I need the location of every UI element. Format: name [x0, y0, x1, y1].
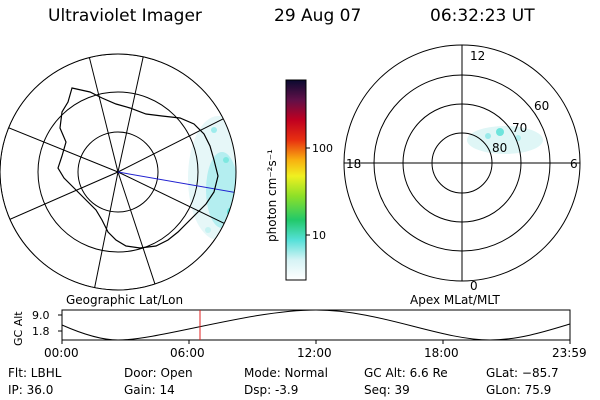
xtick-2359: 23:59 [552, 346, 587, 360]
xtick-1200: 12:00 [297, 346, 332, 360]
status-seq: Seq: 39 [364, 383, 410, 397]
ytick-1-8: 1.8 [32, 325, 50, 338]
altitude-curve [61, 309, 571, 341]
lat-label-80: 80 [492, 141, 507, 155]
instrument-title: Ultraviolet Imager [48, 6, 202, 26]
altitude-plot [58, 309, 571, 344]
ytick-9: 9.0 [32, 309, 50, 322]
status-mode: Mode: Normal [244, 366, 328, 380]
right-panel-caption: Apex MLat/MLT [410, 293, 500, 307]
xtick-0600: 06:00 [170, 346, 205, 360]
status-glon: GLon: 75.9 [486, 383, 552, 397]
mlt-label-0: 0 [470, 279, 478, 293]
left-panel-caption: Geographic Lat/Lon [66, 293, 183, 307]
status-door: Door: Open [124, 366, 193, 380]
colorbar [285, 79, 307, 281]
right-panel-rim [343, 44, 581, 282]
xtick-1800: 18:00 [424, 346, 459, 360]
xtick-0000: 00:00 [44, 346, 79, 360]
colorbar-tick-100: 100 [312, 142, 333, 155]
status-flt: Flt: LBHL [8, 366, 62, 380]
left-panel-rim [0, 53, 237, 291]
status-gain: Gain: 14 [124, 383, 175, 397]
status-gc-alt: GC Alt: 6.6 Re [364, 366, 448, 380]
status-dsp: Dsp: -3.9 [244, 383, 299, 397]
magnetic-map [344, 45, 580, 281]
lat-label-60: 60 [534, 99, 549, 113]
mlt-label-12: 12 [470, 49, 485, 63]
colorbar-label: photon cm⁻²s⁻¹ [265, 149, 279, 242]
date-label: 29 Aug 07 [274, 6, 362, 26]
lat-label-70: 70 [512, 121, 527, 135]
coastline [57, 87, 219, 249]
time-label: 06:32:23 UT [430, 6, 535, 26]
colorbar-tick-10: 10 [312, 229, 326, 242]
status-glat: GLat: −85.7 [486, 366, 559, 380]
mlt-label-6: 6 [570, 157, 578, 171]
mlt-label-18: 18 [346, 157, 361, 171]
altitude-ylabel: GC Alt [12, 311, 25, 346]
magnetic-aurora [467, 126, 543, 154]
status-ip: IP: 36.0 [8, 383, 54, 397]
